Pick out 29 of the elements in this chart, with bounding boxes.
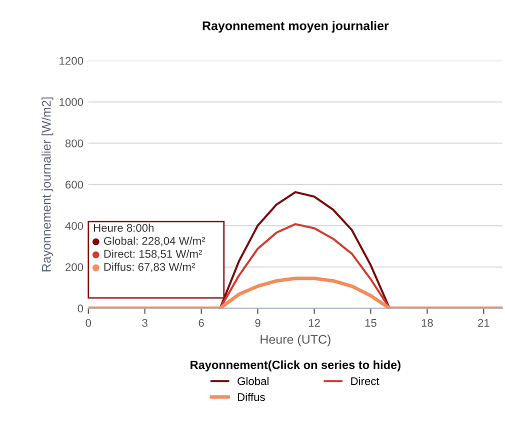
annotation: Heure 8:00h	[94, 224, 154, 232]
legend-title: Rayonnement(Click on series to hide)	[190, 360, 400, 372]
annotation: Global: 228,04 W/m²	[104, 236, 206, 246]
x-tick-label: 18	[422, 319, 433, 327]
x-tick-label: 12	[308, 319, 320, 327]
y-tick-label: 400	[65, 222, 84, 230]
y-tick-label: 200	[66, 263, 84, 272]
x-tick-label: 6	[198, 319, 204, 327]
legend-label: Direct	[351, 376, 380, 386]
y-axis-title: Rayonnement journalier [W/m2]	[42, 97, 54, 272]
y-tick-label: 800	[65, 139, 84, 148]
x-tick-label: 3	[142, 319, 148, 327]
line-series	[88, 276, 502, 308]
legend-label: Diffus	[238, 392, 265, 402]
x-axis-title: Heure (UTC)	[260, 334, 330, 346]
y-tick-label: 0	[78, 304, 84, 312]
legend-label: Global	[238, 376, 268, 386]
y-tick-label: 600	[66, 180, 84, 189]
x-tick-label: 15	[365, 319, 376, 327]
line-series	[219, 223, 391, 308]
x-tick-label: 0	[86, 319, 92, 327]
y-tick-label: 1000	[60, 98, 84, 106]
x-tick-label: 21	[478, 319, 490, 327]
y-tick-label: 1200	[60, 56, 84, 65]
line-series	[219, 191, 391, 308]
x-tick-label: 9	[255, 319, 260, 327]
annotation: Diffus: 67,83 W/m²	[104, 262, 196, 272]
annotation: Direct: 158,51 W/m²	[104, 250, 202, 260]
chart-title: Rayonnement moyen journalier	[202, 21, 389, 33]
